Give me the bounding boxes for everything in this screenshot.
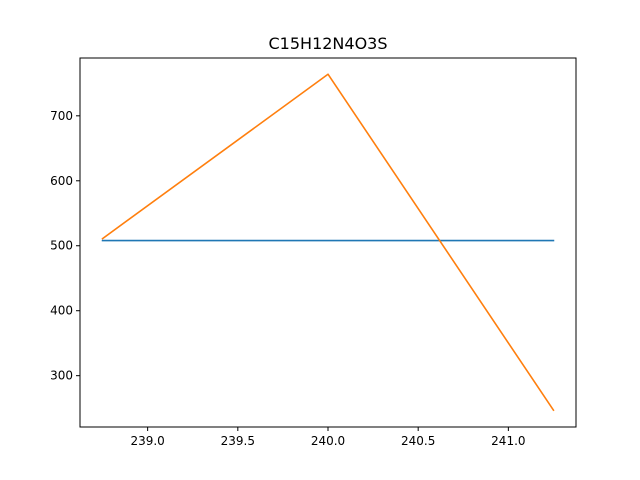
x-axis: 239.0 239.5 240.0 240.5 241.0 xyxy=(130,427,526,448)
plot-frame xyxy=(79,57,577,428)
y-tick-label: 400 xyxy=(50,304,73,318)
series-layer xyxy=(101,73,555,412)
x-tick-label: 240.0 xyxy=(311,434,345,448)
x-tick-label: 239.5 xyxy=(221,434,255,448)
y-tick-label: 300 xyxy=(50,369,73,383)
x-tick-label: 239.0 xyxy=(130,434,164,448)
y-tick-label: 500 xyxy=(50,239,73,253)
y-tick-label: 700 xyxy=(50,109,73,123)
chart-title: C15H12N4O3S xyxy=(269,34,388,53)
y-axis: 300 400 500 600 700 xyxy=(50,109,80,383)
y-tick-label: 600 xyxy=(50,174,73,188)
series-line-2 xyxy=(101,73,555,412)
x-tick-label: 241.0 xyxy=(491,434,525,448)
x-tick-label: 240.5 xyxy=(401,434,435,448)
